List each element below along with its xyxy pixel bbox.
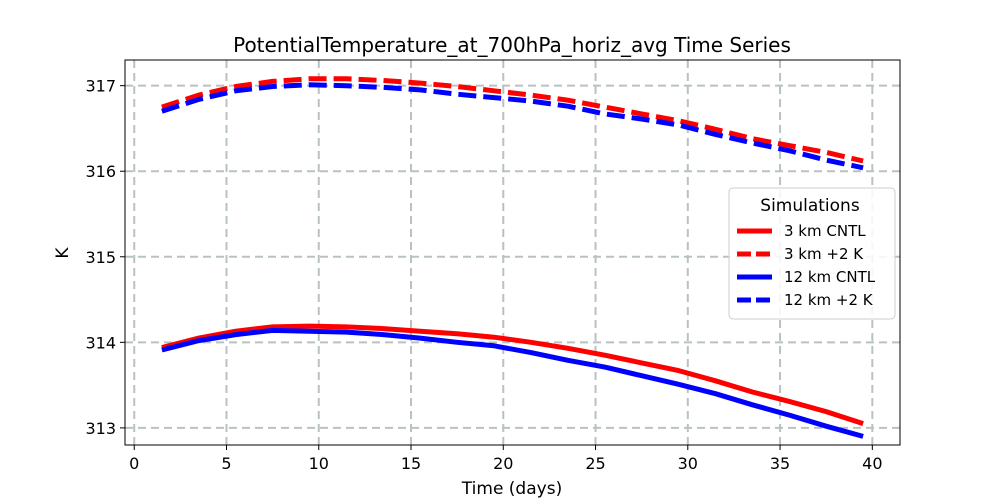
x-tick-label: 40 <box>862 454 882 473</box>
y-tick-label: 315 <box>85 248 116 267</box>
series-line-12-km-2-k <box>161 82 864 171</box>
legend-label: 12 km +2 K <box>784 291 874 309</box>
chart-title: PotentialTemperature_at_700hPa_horiz_avg… <box>233 33 791 57</box>
legend-label: 3 km CNTL <box>784 222 866 240</box>
series-line-3-km-cntl <box>161 323 864 426</box>
x-tick-label: 25 <box>585 454 605 473</box>
legend: Simulations 3 km CNTL 3 km +2 K 12 km CNTL… <box>728 187 896 320</box>
x-tick-label: 30 <box>678 454 698 473</box>
x-axis-label: Time (days) <box>461 479 562 499</box>
legend-title: Simulations <box>760 196 860 216</box>
y-tick-label: 317 <box>85 77 116 96</box>
axis-ticks: 0 5 10 15 20 25 30 35 40 313 314 315 316 317 <box>85 77 882 473</box>
legend-label: 12 km CNTL <box>784 268 876 286</box>
y-axis-label: K <box>53 247 73 259</box>
y-tick-label: 316 <box>85 162 116 181</box>
series-lines <box>161 76 864 439</box>
x-tick-label: 20 <box>493 454 513 473</box>
x-tick-label: 15 <box>401 454 421 473</box>
legend-label: 3 km +2 K <box>784 245 864 263</box>
x-tick-label: 0 <box>129 454 139 473</box>
plot-frame <box>124 59 901 446</box>
y-tick-label: 313 <box>85 419 116 438</box>
x-tick-label: 5 <box>221 454 231 473</box>
series-line-3-km-2-k <box>161 76 864 164</box>
legend-box <box>728 187 896 320</box>
legend-entries: 3 km CNTL 3 km +2 K 12 km CNTL 12 km +2 K <box>737 222 876 309</box>
series-line-12-km-cntl <box>161 327 864 439</box>
y-tick-label: 314 <box>85 333 116 352</box>
x-tick-label: 10 <box>309 454 329 473</box>
x-tick-label: 35 <box>770 454 790 473</box>
